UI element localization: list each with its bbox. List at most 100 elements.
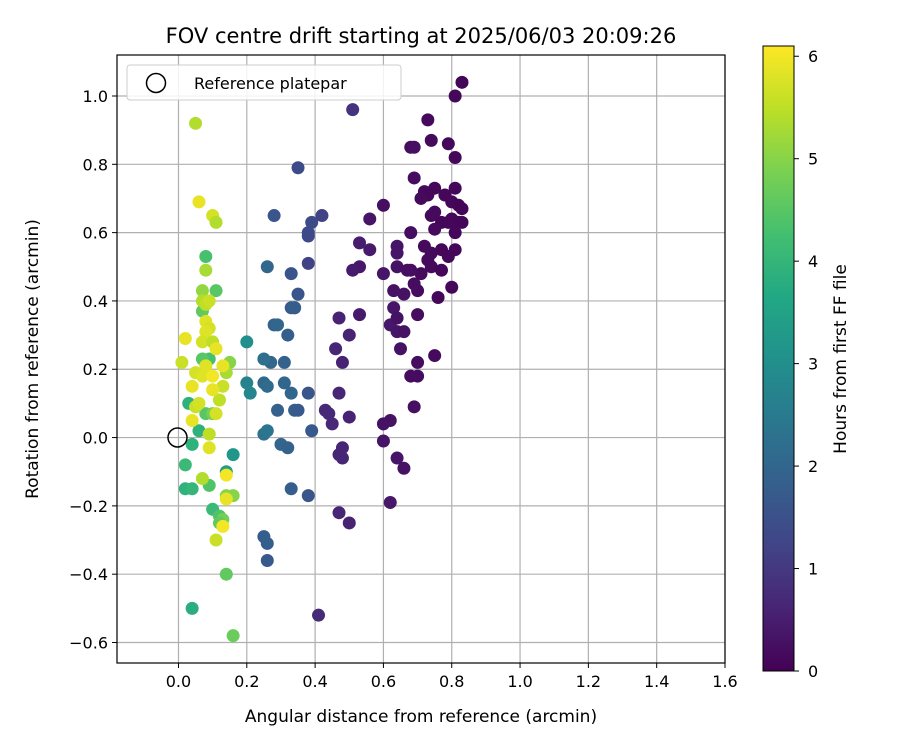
data-point [209, 284, 223, 298]
data-point [271, 318, 285, 332]
data-point [414, 191, 428, 205]
data-point [260, 554, 274, 568]
colorbar-label: Hours from first FF file [831, 264, 851, 454]
x-tick-label: 1.4 [644, 672, 669, 691]
data-point [202, 294, 216, 308]
data-point [243, 386, 257, 400]
data-point [199, 250, 213, 264]
data-point [192, 195, 206, 209]
data-point [342, 328, 356, 342]
data-point [195, 472, 209, 486]
data-point [414, 267, 428, 281]
data-point [434, 263, 448, 277]
data-point [411, 355, 425, 369]
data-point [284, 482, 298, 496]
x-tick-label: 1.2 [576, 672, 601, 691]
data-point [271, 403, 285, 417]
plot-frame [116, 54, 726, 664]
y-axis-label: Rotation from reference (arcmin) [23, 219, 43, 499]
data-point [240, 335, 254, 349]
data-point [342, 410, 356, 424]
data-points [175, 75, 469, 643]
data-point [291, 287, 305, 301]
y-tick-label: −0.6 [69, 634, 108, 653]
legend-label-reference: Reference platepar [194, 74, 347, 93]
x-tick-label: 1.0 [507, 672, 532, 691]
data-point [195, 369, 209, 383]
data-point [445, 280, 459, 294]
data-point [431, 291, 445, 305]
x-axis-ticks: 0.0 0.2 0.4 0.6 0.8 1.0 1.2 1.4 1.6 [166, 663, 738, 691]
data-point [383, 413, 397, 427]
data-point [189, 116, 203, 130]
data-point [448, 150, 462, 164]
data-point [421, 113, 435, 127]
data-point [455, 202, 469, 216]
data-point [383, 495, 397, 509]
data-point [363, 243, 377, 257]
data-point [332, 311, 346, 325]
data-point [202, 427, 216, 441]
data-point [404, 226, 418, 240]
reference-platepar-marker [167, 427, 188, 448]
data-point [325, 417, 339, 431]
data-point [281, 328, 295, 342]
y-tick-label: 0.8 [83, 155, 108, 174]
colorbar-gradient [762, 45, 795, 672]
data-point [455, 75, 469, 89]
x-tick-label: 0.0 [166, 672, 191, 691]
data-point [407, 400, 421, 414]
data-point [212, 393, 226, 407]
data-point [407, 171, 421, 185]
x-tick-label: 0.4 [302, 672, 327, 691]
data-point [185, 482, 199, 496]
data-point [267, 209, 281, 223]
data-point [185, 601, 199, 615]
data-point [209, 533, 223, 547]
data-point [376, 198, 390, 212]
x-tick-label: 0.8 [439, 672, 464, 691]
data-point [428, 222, 442, 236]
colorbar-tick-label: 6 [808, 47, 818, 66]
colorbar-tick-label: 3 [808, 355, 818, 374]
x-tick-label: 0.2 [234, 672, 259, 691]
data-point [441, 250, 455, 264]
data-point [353, 236, 367, 250]
data-point [376, 434, 390, 448]
data-point [332, 506, 346, 520]
data-point [277, 376, 291, 390]
data-point [277, 355, 291, 369]
data-point [411, 284, 425, 298]
data-point [185, 437, 199, 451]
y-tick-label: 0.4 [83, 292, 108, 311]
data-point [185, 413, 199, 427]
data-point [305, 215, 319, 229]
data-point [407, 140, 421, 154]
chart-title: FOV centre drift starting at 2025/06/03 … [166, 24, 677, 48]
colorbar-tick-label: 1 [808, 560, 818, 579]
y-tick-label: −0.2 [69, 497, 108, 516]
colorbar-tick-label: 5 [808, 150, 818, 169]
y-tick-label: 0.0 [83, 429, 108, 448]
data-point [390, 260, 404, 274]
data-point [301, 489, 315, 503]
data-point [400, 263, 414, 277]
data-point [257, 352, 271, 366]
data-point [291, 161, 305, 175]
data-point [353, 308, 367, 322]
data-point [315, 209, 329, 223]
data-point [424, 209, 438, 223]
data-point [424, 260, 438, 274]
legend: Reference platepar [126, 64, 402, 101]
colorbar-tick-label: 2 [808, 457, 818, 476]
data-point [448, 89, 462, 103]
data-point [411, 369, 425, 383]
data-point [301, 229, 315, 243]
colorbar-tick-label: 0 [808, 662, 818, 681]
data-point [240, 376, 254, 390]
y-gridlines [117, 95, 725, 644]
x-axis-label: Angular distance from reference (arcmin) [245, 707, 597, 727]
legend-box [126, 64, 402, 101]
